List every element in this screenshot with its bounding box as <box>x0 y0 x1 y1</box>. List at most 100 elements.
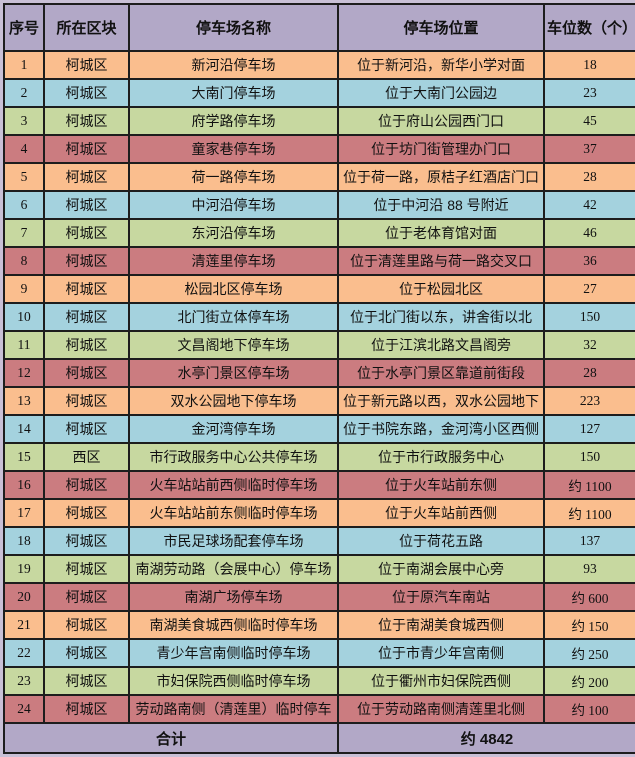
row-number-cell: 16 <box>3 470 45 500</box>
district-cell: 柯城区 <box>43 50 130 80</box>
parking-location-cell: 位于市行政服务中心 <box>337 442 545 472</box>
row-number-cell: 23 <box>3 666 45 696</box>
row-number-cell: 6 <box>3 190 45 220</box>
header-location: 停车场位置 <box>337 3 545 52</box>
header-name: 停车场名称 <box>128 3 339 52</box>
row-number-cell: 10 <box>3 302 45 332</box>
parking-location-cell: 位于火车站前西侧 <box>337 498 545 528</box>
parking-location-cell: 位于大南门公园边 <box>337 78 545 108</box>
parking-location-cell: 位于衢州市妇保院西侧 <box>337 666 545 696</box>
spaces-count-cell: 137 <box>543 526 635 556</box>
table-row: 4 柯城区 童家巷停车场 位于坊门街管理办门口 37 <box>3 134 635 164</box>
table-row: 23 柯城区 市妇保院西侧临时停车场 位于衢州市妇保院西侧约 200 <box>3 666 635 696</box>
district-cell: 柯城区 <box>43 246 130 276</box>
parking-name-cell: 清莲里停车场 <box>128 246 339 276</box>
district-cell: 柯城区 <box>43 274 130 304</box>
parking-name-cell: 童家巷停车场 <box>128 134 339 164</box>
table-row: 5 柯城区 荷一路停车场 位于荷一路，原桔子红酒店门口 28 <box>3 162 635 192</box>
row-number-cell: 5 <box>3 162 45 192</box>
parking-location-cell: 位于北门街以东，讲舍街以北 <box>337 302 545 332</box>
parking-location-cell: 位于市青少年宫南侧 <box>337 638 545 668</box>
table-row: 16 柯城区 火车站站前西侧临时停车场 位于火车站前东侧约 1100 <box>3 470 635 500</box>
row-number-cell: 13 <box>3 386 45 416</box>
parking-name-cell: 府学路停车场 <box>128 106 339 136</box>
row-number-cell: 8 <box>3 246 45 276</box>
row-number-cell: 21 <box>3 610 45 640</box>
parking-location-cell: 位于江滨北路文昌阁旁 <box>337 330 545 360</box>
footer-total-value: 约 4842 <box>337 722 635 754</box>
spaces-count-cell: 约 250 <box>543 638 635 668</box>
spaces-count-cell: 32 <box>543 330 635 360</box>
parking-name-cell: 市民足球场配套停车场 <box>128 526 339 556</box>
spaces-count-cell: 37 <box>543 134 635 164</box>
parking-location-cell: 位于坊门街管理办门口 <box>337 134 545 164</box>
parking-name-cell: 南湖劳动路（会展中心）停车场 <box>128 554 339 584</box>
row-number-cell: 18 <box>3 526 45 556</box>
parking-name-cell: 文昌阁地下停车场 <box>128 330 339 360</box>
spaces-count-cell: 28 <box>543 358 635 388</box>
row-number-cell: 24 <box>3 694 45 724</box>
parking-location-cell: 位于南湖会展中心旁 <box>337 554 545 584</box>
header-row: 序号 所在区块 停车场名称 停车场位置 车位数（个） <box>3 3 635 52</box>
table-row: 14 柯城区 金河湾停车场 位于书院东路，金河湾小区西侧 127 <box>3 414 635 444</box>
table-row: 11 柯城区 文昌阁地下停车场 位于江滨北路文昌阁旁 32 <box>3 330 635 360</box>
table-footer: 合计 约 4842 <box>3 722 635 754</box>
row-number-cell: 15 <box>3 442 45 472</box>
district-cell: 柯城区 <box>43 554 130 584</box>
table-row: 21 柯城区 南湖美食城西侧临时停车场 位于南湖美食城西侧约 150 <box>3 610 635 640</box>
parking-name-cell: 火车站站前西侧临时停车场 <box>128 470 339 500</box>
parking-name-cell: 松园北区停车场 <box>128 274 339 304</box>
spaces-count-cell: 46 <box>543 218 635 248</box>
spaces-count-cell: 93 <box>543 554 635 584</box>
header-district: 所在区块 <box>43 3 130 52</box>
row-number-cell: 9 <box>3 274 45 304</box>
parking-name-cell: 市行政服务中心公共停车场 <box>128 442 339 472</box>
table-row: 9 柯城区 松园北区停车场 位于松园北区 27 <box>3 274 635 304</box>
parking-name-cell: 新河沿停车场 <box>128 50 339 80</box>
district-cell: 柯城区 <box>43 134 130 164</box>
row-number-cell: 7 <box>3 218 45 248</box>
parking-location-cell: 位于中河沿 88 号附近 <box>337 190 545 220</box>
table-row: 17 柯城区 火车站站前东侧临时停车场 位于火车站前西侧约 1100 <box>3 498 635 528</box>
footer-total-label: 合计 <box>3 722 339 754</box>
spaces-count-cell: 18 <box>543 50 635 80</box>
parking-location-cell: 位于清莲里路与荷一路交叉口 <box>337 246 545 276</box>
table-row: 19 柯城区 南湖劳动路（会展中心）停车场 位于南湖会展中心旁 93 <box>3 554 635 584</box>
parking-location-cell: 位于水亭门景区靠道前街段 <box>337 358 545 388</box>
parking-name-cell: 双水公园地下停车场 <box>128 386 339 416</box>
district-cell: 柯城区 <box>43 358 130 388</box>
table-row: 3 柯城区 府学路停车场 位于府山公园西门口 45 <box>3 106 635 136</box>
row-number-cell: 4 <box>3 134 45 164</box>
row-number-cell: 19 <box>3 554 45 584</box>
parking-location-cell: 位于府山公园西门口 <box>337 106 545 136</box>
table-row: 18 柯城区 市民足球场配套停车场 位于荷花五路 137 <box>3 526 635 556</box>
parking-location-cell: 位于火车站前东侧 <box>337 470 545 500</box>
row-number-cell: 2 <box>3 78 45 108</box>
spaces-count-cell: 150 <box>543 302 635 332</box>
row-number-cell: 1 <box>3 50 45 80</box>
district-cell: 柯城区 <box>43 638 130 668</box>
district-cell: 柯城区 <box>43 218 130 248</box>
district-cell: 柯城区 <box>43 610 130 640</box>
parking-location-cell: 位于新元路以西，双水公园地下 <box>337 386 545 416</box>
table-row: 6 柯城区 中河沿停车场 位于中河沿 88 号附近 42 <box>3 190 635 220</box>
row-number-cell: 14 <box>3 414 45 444</box>
table-body: 1 柯城区 新河沿停车场 位于新河沿，新华小学对面 18 2 柯城区 大南门停车场 位于大南门公… <box>3 50 635 724</box>
parking-name-cell: 水亭门景区停车场 <box>128 358 339 388</box>
row-number-cell: 12 <box>3 358 45 388</box>
parking-location-cell: 位于荷一路，原桔子红酒店门口 <box>337 162 545 192</box>
parking-name-cell: 南湖美食城西侧临时停车场 <box>128 610 339 640</box>
spaces-count-cell: 约 1100 <box>543 498 635 528</box>
parking-location-cell: 位于书院东路，金河湾小区西侧 <box>337 414 545 444</box>
table-row: 8 柯城区 清莲里停车场 位于清莲里路与荷一路交叉口 36 <box>3 246 635 276</box>
parking-name-cell: 金河湾停车场 <box>128 414 339 444</box>
parking-name-cell: 大南门停车场 <box>128 78 339 108</box>
parking-name-cell: 北门街立体停车场 <box>128 302 339 332</box>
row-number-cell: 22 <box>3 638 45 668</box>
district-cell: 柯城区 <box>43 190 130 220</box>
district-cell: 柯城区 <box>43 526 130 556</box>
district-cell: 柯城区 <box>43 162 130 192</box>
spaces-count-cell: 约 200 <box>543 666 635 696</box>
district-cell: 柯城区 <box>43 470 130 500</box>
parking-name-cell: 荷一路停车场 <box>128 162 339 192</box>
